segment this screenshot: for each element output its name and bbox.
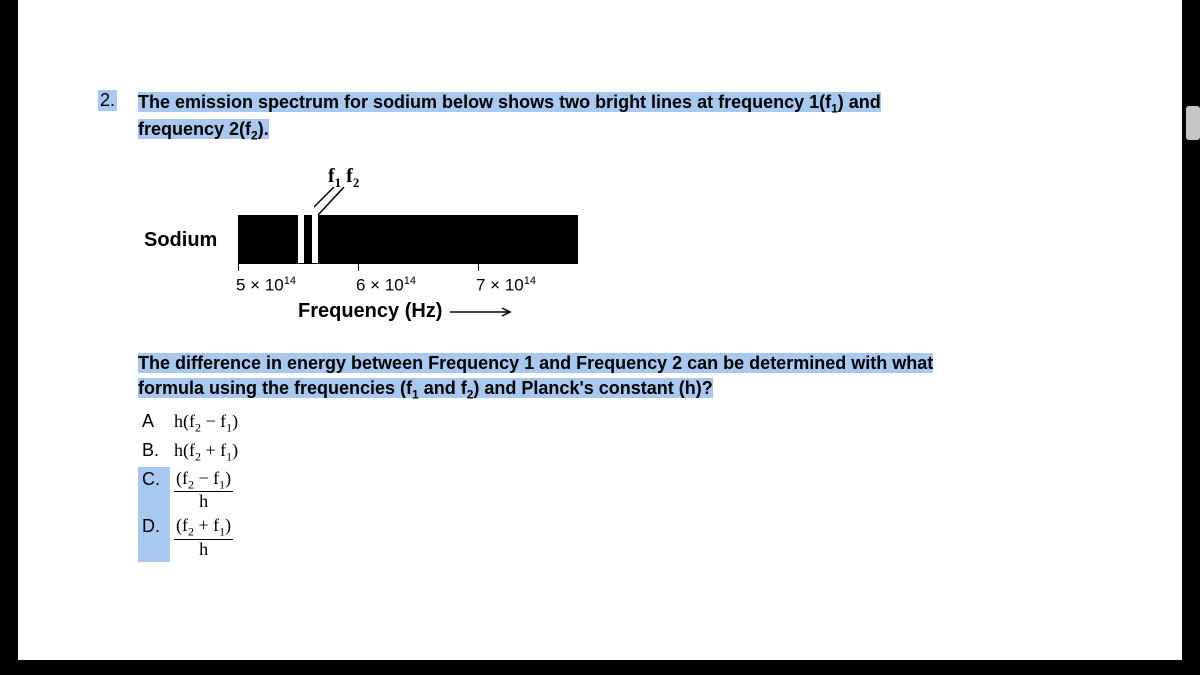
question-body: The emission spectrum for sodium below s… — [138, 90, 1122, 562]
question-number: 2. — [98, 90, 117, 111]
prompt-part: frequency 2(f — [138, 119, 251, 139]
pointer-lines — [314, 187, 374, 217]
prompt-part: ). — [258, 119, 269, 139]
option-formula: (f2 + f1)h — [170, 514, 248, 562]
f2-label: f — [346, 165, 353, 187]
sub-1: 1 — [831, 102, 838, 116]
sub-prompt: The difference in energy between Frequen… — [138, 351, 1122, 404]
option-row[interactable]: C. (f2 − f1)h — [138, 467, 248, 515]
prompt-part: ) and — [838, 92, 881, 112]
scrollbar-thumb[interactable] — [1186, 106, 1200, 140]
prompt-part: The emission spectrum for sodium below s… — [138, 92, 831, 112]
option-letter: C. — [138, 467, 170, 515]
element-label: Sodium — [144, 229, 217, 252]
sub-prompt-line1: The difference in energy between Frequen… — [138, 353, 933, 373]
axis-tick — [238, 263, 239, 271]
option-row[interactable]: A h(f2 − f1) — [138, 409, 248, 438]
document-page: 2. The emission spectrum for sodium belo… — [18, 0, 1182, 660]
arrow-icon — [448, 307, 518, 317]
spectrum-band — [304, 215, 312, 263]
f1-label: f — [328, 165, 335, 187]
option-formula: h(f2 − f1) — [170, 409, 248, 438]
axis-tick — [478, 263, 479, 271]
tick-label: 6 × 1014 — [356, 275, 416, 296]
option-row[interactable]: B. h(f2 + f1) — [138, 438, 248, 467]
tick-label: 5 × 1014 — [236, 275, 296, 296]
tick-label: 7 × 1014 — [476, 275, 536, 296]
prompt-text: The emission spectrum for sodium below s… — [138, 92, 881, 112]
spectrum-diagram: f1 f2 Sodium 5 × 1014 6 × 10 — [138, 165, 618, 345]
spectrum-band — [318, 215, 578, 263]
x-axis-label: Frequency (Hz) — [298, 300, 518, 323]
prompt-text-line2: frequency 2(f2). — [138, 119, 269, 139]
option-row[interactable]: D. (f2 + f1)h — [138, 514, 248, 562]
option-letter: D. — [138, 514, 170, 562]
axis-tick — [358, 263, 359, 271]
option-formula: h(f2 + f1) — [170, 438, 248, 467]
sub-2: 2 — [251, 129, 258, 143]
spectrum-bar — [238, 215, 578, 263]
question-prompt: The emission spectrum for sodium below s… — [138, 90, 1122, 145]
option-formula: (f2 − f1)h — [170, 467, 248, 515]
spectrum-band — [238, 215, 298, 263]
sub-prompt-line2: formula using the frequencies (f1 and f2… — [138, 378, 713, 398]
answer-options: A h(f2 − f1) B. h(f2 + f1) C. (f2 − f1)h… — [138, 409, 248, 561]
option-letter: A — [138, 409, 170, 438]
x-axis-line — [238, 263, 578, 264]
option-letter: B. — [138, 438, 170, 467]
